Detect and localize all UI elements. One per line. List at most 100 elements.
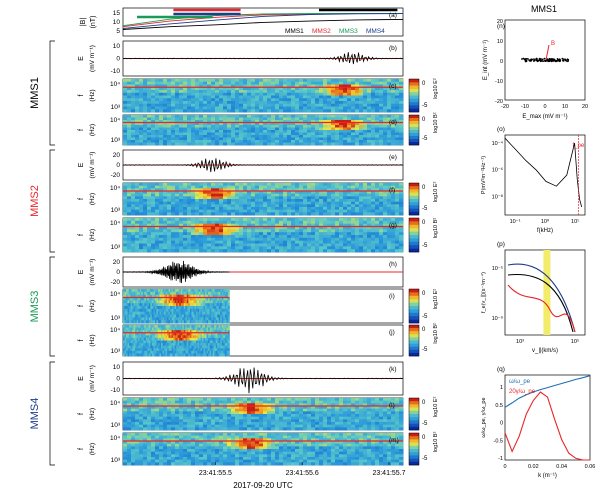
spec-cell xyxy=(367,135,372,138)
spec-cell xyxy=(187,90,192,94)
spec-cell xyxy=(211,79,216,83)
spec-cell xyxy=(279,199,284,203)
spec-cell xyxy=(212,300,215,304)
spec-cell xyxy=(187,226,192,230)
spec-cell xyxy=(251,235,256,239)
spec-cell xyxy=(259,122,264,126)
spec-cell xyxy=(211,311,214,315)
spec-cell xyxy=(339,101,344,105)
spec-cell xyxy=(203,95,208,99)
spec-cell xyxy=(279,212,284,216)
panel-letter-a: (a) xyxy=(389,12,397,19)
spec-cell xyxy=(130,353,133,357)
spec-cell xyxy=(251,79,256,83)
spec-cell xyxy=(170,291,173,296)
spec-cell xyxy=(175,117,180,121)
spec-cell xyxy=(203,218,208,222)
spec-cell xyxy=(126,332,128,336)
spec-cell xyxy=(375,79,380,83)
spec-cell xyxy=(189,306,192,310)
spec-cell xyxy=(227,87,232,91)
spec-cell xyxy=(275,87,280,91)
spec-cell xyxy=(311,183,316,187)
spec-cell xyxy=(191,243,196,247)
spec-cell xyxy=(202,314,204,318)
spec-cell xyxy=(133,325,136,328)
spec-cell xyxy=(239,246,244,250)
spec-cell xyxy=(331,98,336,102)
spec-cell xyxy=(183,320,186,324)
spec-cell xyxy=(138,289,141,293)
spec-cell xyxy=(215,294,218,298)
spec-cell xyxy=(323,142,328,146)
spec-cell xyxy=(176,335,179,339)
spec-cell xyxy=(123,220,128,225)
spec-cell xyxy=(371,226,376,230)
spec-cell xyxy=(251,120,256,123)
spec-cell xyxy=(331,117,336,121)
spec-cell xyxy=(335,193,340,197)
spec-cell xyxy=(387,95,392,99)
spec-cell xyxy=(379,183,384,187)
spec-cell xyxy=(291,87,296,91)
spec-cell xyxy=(151,343,154,347)
spec-cell xyxy=(153,308,156,313)
spec-cell xyxy=(343,95,348,99)
colorbar-tick: -5 xyxy=(422,206,428,212)
spec-cell xyxy=(153,350,156,354)
spec-cell xyxy=(271,237,276,242)
spec-cell xyxy=(211,106,216,110)
spec-cell xyxy=(191,142,196,146)
spec-cell xyxy=(206,303,209,307)
spec-cell xyxy=(371,212,376,216)
colorbar-cell xyxy=(409,309,419,314)
spec-cell xyxy=(295,79,300,83)
spec-cell xyxy=(335,130,340,133)
spec-cell xyxy=(247,196,252,200)
spec-cell xyxy=(335,142,340,146)
spec-cell xyxy=(243,212,248,216)
spec-cell xyxy=(153,345,156,349)
spec-cell xyxy=(194,343,197,347)
spec-cell xyxy=(299,81,304,85)
spec-cell xyxy=(131,232,136,236)
spec-cell xyxy=(387,229,392,233)
spec-cell xyxy=(155,122,160,126)
spec-cell xyxy=(363,87,368,91)
spec-cell xyxy=(351,204,356,208)
spec-cell xyxy=(311,84,316,88)
spec-cell xyxy=(133,353,136,357)
spec-cell xyxy=(355,101,360,105)
spec-cell xyxy=(375,137,380,141)
spec-cell xyxy=(303,137,308,141)
spec-cell xyxy=(127,243,132,247)
spec-cell xyxy=(167,92,172,96)
spec-cell xyxy=(371,79,376,83)
spec-cell xyxy=(239,240,244,244)
spec-cell xyxy=(175,84,180,88)
spec-cell xyxy=(127,294,130,298)
spec-cell xyxy=(215,106,220,110)
spec-cell xyxy=(251,103,256,107)
spec-cell xyxy=(123,335,125,339)
spec-cell xyxy=(188,340,191,344)
spec-cell xyxy=(143,95,148,99)
spec-cell xyxy=(226,306,229,310)
spec-cell xyxy=(130,308,133,313)
spec-cell xyxy=(183,196,188,200)
spec-cell xyxy=(371,92,376,96)
spec-cell xyxy=(195,353,198,357)
spec-cell xyxy=(395,207,400,211)
spec-cell xyxy=(189,320,192,324)
spec-cell xyxy=(154,303,157,307)
spec-cell xyxy=(135,249,140,253)
spec-cell xyxy=(351,188,356,192)
spec-cell xyxy=(167,101,172,105)
spec-cell xyxy=(159,115,164,118)
spec-cell xyxy=(183,84,188,88)
spec-cell xyxy=(207,240,212,244)
spec-cell xyxy=(347,87,352,91)
spec-cell xyxy=(138,353,141,357)
spec-cell xyxy=(191,297,194,301)
colorbar-cell xyxy=(409,183,419,187)
